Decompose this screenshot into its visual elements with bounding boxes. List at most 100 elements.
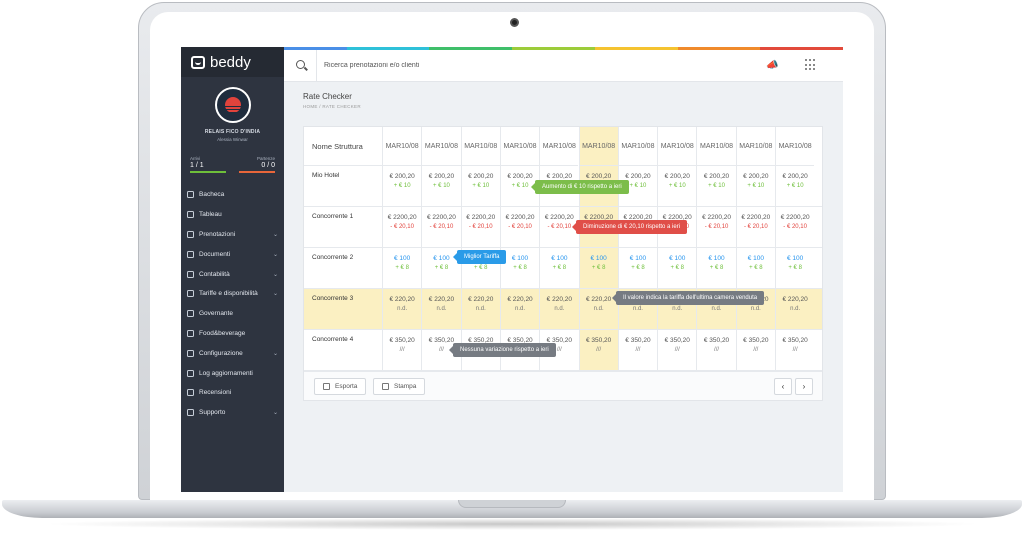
rate-cell[interactable]: € 100 + € 8 [383, 248, 422, 289]
rate-cell[interactable]: € 350,20 /// [736, 330, 775, 371]
rate-cell[interactable]: € 220,20 n.d. [579, 289, 618, 330]
rate-cell[interactable]: € 2200,20 - € 20,10 [776, 207, 815, 248]
export-button[interactable]: Esporta [314, 378, 367, 395]
search-icon[interactable] [296, 60, 305, 69]
rate-delta: - € 20,10 [783, 224, 807, 230]
rate-cell[interactable]: € 2200,20 - € 20,10 [422, 207, 461, 248]
rate-cell[interactable]: € 350,20 /// [422, 330, 461, 371]
rate-price: € 220,20 [585, 296, 612, 303]
user-name: Alessia Winwar [217, 137, 248, 142]
rate-cell[interactable]: € 200,20 + € 10 [500, 166, 540, 207]
print-button[interactable]: Stampa [373, 378, 426, 395]
rate-delta: /// [635, 347, 641, 353]
brand-name: beddy [210, 53, 251, 71]
date-column-header[interactable]: MAR 10/08 [500, 127, 540, 166]
rate-cell[interactable]: € 200,20 + € 10 [736, 166, 775, 207]
rate-cell[interactable]: € 220,20 n.d. [540, 289, 579, 330]
sidebar-item[interactable]: Supporto ⌄ [181, 403, 284, 423]
rate-cell[interactable]: € 220,20 n.d. [422, 289, 461, 330]
property-name: Concorrente 1 [312, 213, 354, 220]
rate-cell[interactable]: € 350,20 /// [776, 330, 815, 371]
rate-price: € 2200,20 [702, 214, 731, 221]
rate-cell[interactable]: € 100 + € 8 [776, 248, 815, 289]
date-column-header[interactable]: MAR 10/08 [579, 127, 618, 166]
sidebar-item[interactable]: Recensioni [181, 383, 284, 403]
app-screen: beddy RELAIS FICO D'INDIA Alessia Winwar… [181, 47, 843, 492]
sidebar-item[interactable]: Contabilità ⌄ [181, 264, 284, 284]
arrivals-bar [190, 171, 226, 173]
rate-cell[interactable]: € 100 + € 8 [618, 248, 658, 289]
rate-cell[interactable]: € 200,20 + € 10 [658, 166, 697, 207]
rate-cell[interactable]: € 350,20 /// [658, 330, 697, 371]
rate-cell[interactable]: € 200,20 + € 10 [776, 166, 815, 207]
rate-cell[interactable]: € 200,20 + € 10 [422, 166, 461, 207]
rate-cell[interactable]: € 200,20 + € 10 [697, 166, 736, 207]
departures-bar [239, 171, 275, 173]
date-column-header[interactable]: MAR 10/08 [697, 127, 736, 166]
date-column-header[interactable]: MAR 10/08 [618, 127, 658, 166]
rate-cell[interactable]: € 100 + € 8 [422, 248, 461, 289]
rate-cell[interactable]: € 220,20 n.d. [500, 289, 540, 330]
date: 10/08 [401, 142, 419, 150]
arrivals-stat[interactable]: Arrivi 1 / 1 [190, 156, 226, 173]
brand[interactable]: beddy [181, 47, 284, 77]
departures-stat[interactable]: Partenze 0 / 0 [239, 156, 275, 173]
rate-cell[interactable]: € 220,20 n.d. [461, 289, 500, 330]
rate-cell[interactable]: € 100 + € 8 [697, 248, 736, 289]
rate-delta: n.d. [554, 306, 565, 312]
rate-cell[interactable]: € 100 + € 8 [658, 248, 697, 289]
rate-cell[interactable]: € 2200,20 - € 20,10 [383, 207, 422, 248]
rate-price: € 200,20 [468, 173, 494, 180]
sidebar-item[interactable]: Configurazione ⌄ [181, 343, 284, 363]
rate-cell[interactable]: € 100 + € 8 [540, 248, 579, 289]
sidebar-item[interactable]: Tableau [181, 205, 284, 225]
housekeeping-icon [187, 310, 194, 318]
rate-cell[interactable]: € 350,20 /// [618, 330, 658, 371]
rate-cell[interactable]: € 2200,20 - € 20,10 [736, 207, 775, 248]
sidebar-item[interactable]: Governante [181, 304, 284, 324]
sidebar-item[interactable]: Prenotazioni ⌄ [181, 225, 284, 245]
rate-delta: /// [792, 347, 798, 353]
sidebar-item[interactable]: Documenti ⌄ [181, 244, 284, 264]
apps-grid-icon[interactable] [805, 59, 817, 71]
rate-cell[interactable]: € 350,20 /// [579, 330, 618, 371]
rate-cell[interactable]: € 2200,20 - € 20,10 [500, 207, 540, 248]
rate-price: € 350,20 [428, 337, 455, 344]
tooltip-best-rate: Miglior Tariffa [452, 250, 507, 264]
rate-cell[interactable]: € 2200,20 - € 20,10 [461, 207, 500, 248]
date-column-header[interactable]: MAR 10/08 [422, 127, 461, 166]
date-column-header[interactable]: MAR 10/08 [540, 127, 579, 166]
rate-cell[interactable]: € 200,20 + € 10 [618, 166, 658, 207]
rate-delta: /// [438, 347, 444, 353]
rate-price: € 100 [747, 255, 764, 262]
rate-cell[interactable]: € 100 + € 8 [500, 248, 540, 289]
rate-cell[interactable]: € 220,20 n.d. [776, 289, 815, 330]
sidebar-item[interactable]: Food&beverage [181, 324, 284, 344]
rate-cell[interactable]: € 100 + € 8 [736, 248, 775, 289]
rate-cell[interactable]: € 200,20 + € 10 [383, 166, 422, 207]
rate-delta: + € 8 [434, 265, 449, 271]
rate-price: € 2200,20 [662, 214, 692, 221]
rate-price: € 350,20 [782, 337, 808, 344]
rate-cell[interactable]: € 350,20 /// [540, 330, 579, 371]
rate-cell[interactable]: € 200,20 + € 10 [461, 166, 500, 207]
rate-cell[interactable]: € 220,20 n.d. [383, 289, 422, 330]
date-column-header[interactable]: MAR 10/08 [383, 127, 422, 166]
rate-cell[interactable]: € 350,20 /// [383, 330, 422, 371]
date-column-header[interactable]: MAR 10/08 [658, 127, 697, 166]
megaphone-icon[interactable]: 📣 [766, 60, 779, 71]
next-page-button[interactable]: › [795, 378, 813, 395]
rate-cell[interactable]: € 100 + € 8 [579, 248, 618, 289]
rate-cell[interactable]: € 2200,20 - € 20,10 [697, 207, 736, 248]
search-input[interactable] [324, 58, 624, 72]
rate-cell[interactable]: € 350,20 /// [697, 330, 736, 371]
date-column-header[interactable]: MAR 10/08 [736, 127, 775, 166]
date-column-header[interactable]: MAR 10/08 [461, 127, 500, 166]
rate-cell[interactable]: € 2200,20 - € 20,10 [540, 207, 579, 248]
date: 10/08 [676, 142, 694, 150]
sidebar-item[interactable]: Bacheca [181, 185, 284, 205]
date-column-header[interactable]: MAR 10/08 [776, 127, 815, 166]
sidebar-item[interactable]: Log aggiornamenti [181, 363, 284, 383]
sidebar-item[interactable]: Tariffe e disponibilità ⌄ [181, 284, 284, 304]
prev-page-button[interactable]: ‹ [774, 378, 792, 395]
